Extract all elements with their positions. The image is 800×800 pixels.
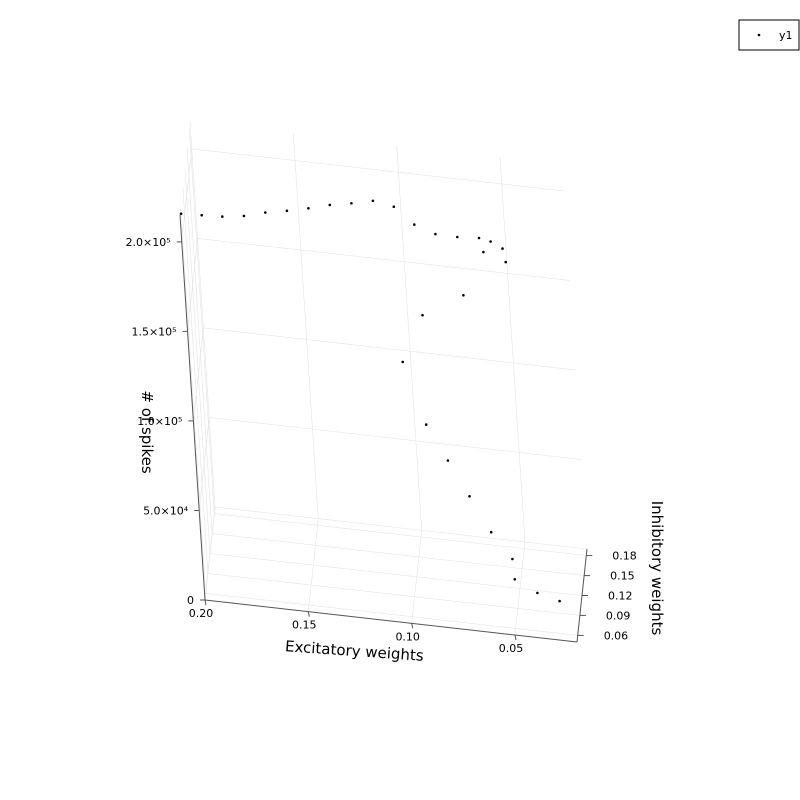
x-tick-mark <box>514 634 517 641</box>
data-point <box>482 250 485 254</box>
x-tick-mark <box>204 599 207 606</box>
data-point <box>558 599 561 603</box>
data-point <box>285 209 289 213</box>
grid-line <box>209 417 582 460</box>
legend: y1 <box>738 19 800 51</box>
y-tick-label: 0.15 <box>610 570 635 583</box>
x-axis-line <box>204 599 578 643</box>
z-tick-label: 1.5×10⁵ <box>131 325 176 338</box>
data-point <box>504 260 508 264</box>
grid-lines <box>180 121 588 636</box>
grid-line <box>499 156 526 543</box>
x-tick-label: 0.10 <box>395 630 420 643</box>
grid-line <box>214 506 588 550</box>
data-point <box>477 236 481 240</box>
z-axis-line <box>179 214 206 601</box>
x-tick-label: 0.15 <box>292 619 317 632</box>
grid-line <box>198 417 210 511</box>
z-tick-label: 5.0×10⁴ <box>143 505 189 518</box>
grid-line <box>191 148 564 192</box>
grid-line <box>203 327 576 371</box>
data-point <box>468 495 471 498</box>
data-point <box>446 459 450 462</box>
data-point <box>328 203 332 207</box>
data-point <box>413 223 416 226</box>
data-point <box>489 240 492 243</box>
grid-line <box>209 553 583 596</box>
data-point <box>536 591 539 595</box>
data-point <box>462 294 465 297</box>
grid-line <box>214 513 587 556</box>
data-point <box>421 313 424 317</box>
y-axis-label: Inhibitory weights <box>648 501 666 636</box>
grid-line <box>180 208 206 594</box>
x-tick-mark <box>411 623 414 629</box>
y-tick-label: 0.18 <box>612 550 637 563</box>
grid-line <box>189 121 216 508</box>
data-point <box>401 360 405 364</box>
data-point <box>434 232 437 236</box>
data-point <box>221 215 224 218</box>
data-point <box>424 423 428 426</box>
data-point <box>511 557 514 561</box>
grid-line <box>186 148 213 534</box>
grid-line <box>204 506 216 601</box>
x-tick-mark <box>307 611 310 617</box>
data-point <box>179 212 183 215</box>
grid-line <box>193 327 204 421</box>
z-axis-label: # of spikes <box>138 390 156 473</box>
data-point <box>489 530 493 534</box>
z-tick-label: 0 <box>187 594 194 607</box>
grid-line <box>207 573 580 616</box>
legend-entry-y1: y1 <box>779 29 793 42</box>
y-tick-label: 0.06 <box>604 629 629 642</box>
legend-marker <box>757 33 761 37</box>
grid-line <box>396 145 422 531</box>
z-tick-label: 2.0×10⁵ <box>126 236 171 249</box>
grid-line <box>293 133 319 519</box>
data-point <box>501 247 504 250</box>
grid-line <box>212 533 585 576</box>
data-point <box>392 205 396 208</box>
grid-line <box>205 593 578 636</box>
data-points <box>179 199 561 603</box>
x-tick-label: 0.20 <box>189 607 214 620</box>
legend-box <box>738 19 800 51</box>
data-point <box>350 202 353 205</box>
data-point <box>513 578 517 581</box>
data-point <box>242 214 246 218</box>
grid-line <box>184 168 211 554</box>
y-tick-label: 0.09 <box>606 609 631 622</box>
data-point <box>264 211 267 214</box>
y-tick-label: 0.12 <box>608 590 633 603</box>
z-tick-label: 1.0×10⁵ <box>137 415 182 428</box>
grid-line <box>182 188 209 574</box>
data-point <box>456 235 459 239</box>
data-point <box>307 207 310 210</box>
grid-line <box>197 238 570 281</box>
grid-line <box>187 238 198 332</box>
data-point <box>200 213 203 217</box>
grid-line <box>181 148 192 242</box>
data-point <box>371 199 375 203</box>
grid-line <box>189 128 215 514</box>
axes: 0.20 0.15 0.10 0.05 0.06 0.09 0.12 0.15 0.18 0 5.0… <box>126 214 637 655</box>
x-tick-label: 0.05 <box>499 642 524 655</box>
